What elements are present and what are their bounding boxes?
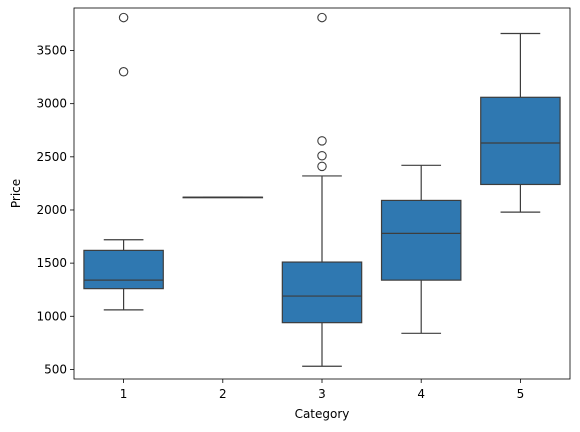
y-tick-label: 2000 [36,203,67,217]
x-tick-label: 4 [417,387,425,401]
outlier-point [317,161,327,172]
box-group-category-4 [380,164,462,334]
y-tick-label: 500 [44,362,67,376]
outlier-point [118,12,129,23]
y-axis-label: Price [9,179,23,208]
outlier-point [317,12,327,23]
box-group-category-1 [83,12,164,311]
iqr-box [281,261,363,324]
outlier-point [317,136,327,146]
box-group-category-3 [281,12,363,367]
box-group-category-2 [182,196,264,199]
y-axis-ticks: 500 1000 1500 2000 2500 3000 3500 [36,44,74,376]
iqr-box [480,96,561,186]
boxes-layer [83,12,561,367]
x-tick-label: 5 [517,387,525,401]
x-axis-label: Category [295,407,350,421]
y-tick-label: 3500 [36,44,67,58]
plot-area-frame [73,7,571,380]
x-tick-label: 2 [219,387,227,401]
x-tick-label: 3 [318,387,326,401]
outlier-point [118,67,129,77]
iqr-box [83,249,164,290]
x-tick-label: 1 [120,387,128,401]
y-tick-label: 2500 [36,150,67,164]
iqr-box [380,199,462,281]
y-tick-label: 3000 [36,97,67,111]
y-tick-label: 1000 [36,309,67,323]
x-axis-ticks: 1 2 3 4 5 [120,379,524,401]
y-tick-label: 1500 [36,256,67,270]
box-group-category-5 [480,32,561,213]
outlier-point [317,151,327,161]
